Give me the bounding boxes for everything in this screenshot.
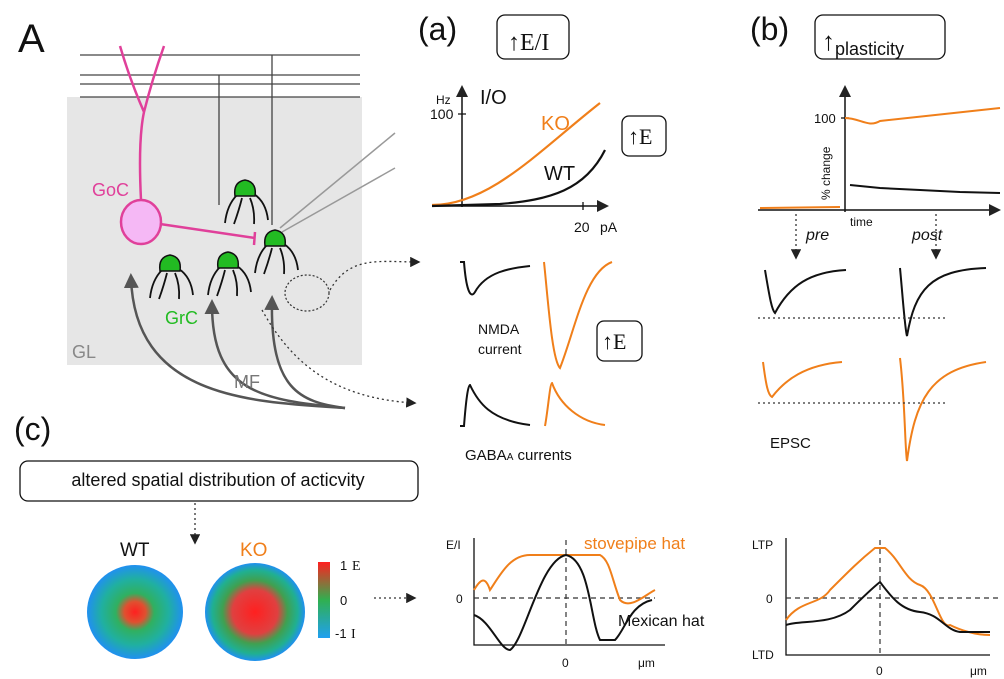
y-unit: Hz — [436, 93, 451, 107]
axes — [786, 538, 990, 655]
colorbar-tick: 1 — [340, 558, 347, 573]
ko-label: KO — [240, 540, 267, 561]
gaba-main: GABA — [465, 447, 507, 464]
plasticity-ko — [845, 108, 1000, 123]
grc-soma — [218, 252, 239, 268]
plasticity-wt — [850, 185, 1000, 193]
pre-label: pre — [805, 227, 829, 244]
ltp-wt — [786, 582, 990, 632]
x-tick: 0 — [876, 664, 883, 678]
box-text: ↑E/I — [508, 29, 549, 56]
gaba-rest: currents — [513, 447, 571, 464]
epsc-label: EPSC — [770, 435, 811, 452]
wt-curve — [432, 150, 605, 206]
y-label: % change — [819, 146, 833, 200]
mf-label: MF — [234, 372, 260, 392]
panel-label: (b) — [750, 11, 789, 47]
nmda-trace — [460, 262, 530, 294]
panel-label: A — [18, 17, 45, 61]
x-unit: μm — [638, 656, 655, 670]
goc-label: GoC — [92, 180, 129, 200]
plot-title: I/O — [480, 87, 507, 109]
ko-curve — [432, 103, 600, 205]
colorbar-tick: 0 — [340, 593, 347, 608]
box-label: E/I — [520, 30, 549, 56]
gaba-trace — [545, 383, 605, 426]
activity-map — [205, 563, 305, 661]
panel-label: (a) — [418, 11, 457, 47]
arrow: ↑ — [628, 124, 639, 149]
arrow: ↑ — [602, 329, 613, 354]
wt-label: WT — [120, 540, 150, 561]
goc-soma — [121, 200, 161, 244]
y-tick: 0 — [766, 592, 773, 606]
box-text: altered spatial distribution of acticvit… — [71, 470, 364, 490]
y-tick: 100 — [430, 106, 454, 122]
box-label: plasticity — [835, 39, 904, 59]
stovepipe-curve — [474, 555, 655, 603]
box-label: E — [613, 329, 626, 354]
stovepipe-label: stovepipe hat — [584, 534, 685, 553]
post-label: post — [911, 227, 943, 244]
x-unit: μm — [970, 664, 987, 678]
colorbar-label: E — [352, 559, 361, 574]
epsc-trace — [900, 268, 986, 336]
panel-label: (c) — [14, 411, 51, 447]
y-label: LTD — [752, 648, 774, 662]
nmda-label: current — [478, 341, 522, 357]
page: {"panel_labels": {"A": "A", "a": "(a)", … — [0, 0, 1004, 679]
box-text: ↑plasticity — [822, 26, 904, 59]
y-label: LTP — [752, 538, 773, 552]
y-tick: 100 — [814, 111, 836, 126]
arrow: ↑ — [822, 26, 835, 56]
x-label: time — [850, 215, 873, 229]
nmda-label: NMDA — [478, 321, 520, 337]
epsc-trace — [765, 270, 846, 313]
y-label: E/I — [446, 538, 461, 552]
colorbar-label: I — [351, 627, 356, 642]
body: A (a) (b) (c) GoC GrC GL MF ↑E/I Hz I/O … — [0, 0, 1004, 679]
gaba-trace — [460, 385, 530, 426]
figure: A (a) (b) (c) GoC GrC GL MF ↑E/I Hz I/O … — [0, 0, 1004, 679]
epsc-trace — [763, 362, 842, 397]
activity-map — [87, 565, 183, 659]
colorbar-tick: -1 — [335, 626, 347, 641]
ko-label: KO — [541, 113, 570, 135]
y-tick: 0 — [456, 592, 463, 606]
grc-soma — [265, 230, 286, 246]
box-text: ↑E — [628, 124, 652, 149]
colorbar — [318, 562, 330, 638]
x-tick: 0 — [562, 656, 569, 670]
gl-label: GL — [72, 342, 96, 362]
epsc-trace — [900, 358, 986, 461]
mexican-label: Mexican hat — [618, 613, 705, 630]
x-tick: 20 — [574, 219, 590, 235]
plasticity-ko-pre — [760, 207, 840, 208]
x-unit: pA — [600, 219, 618, 235]
box-text: ↑E — [602, 329, 626, 354]
box-label: E — [639, 124, 652, 149]
wt-label: WT — [544, 163, 575, 185]
arrow: ↑ — [508, 29, 520, 56]
shapes — [20, 15, 1000, 661]
gaba-label: GABAA currents — [465, 447, 572, 464]
grc-soma — [160, 255, 181, 271]
grc-label: GrC — [165, 308, 198, 328]
grc-soma — [235, 180, 256, 196]
